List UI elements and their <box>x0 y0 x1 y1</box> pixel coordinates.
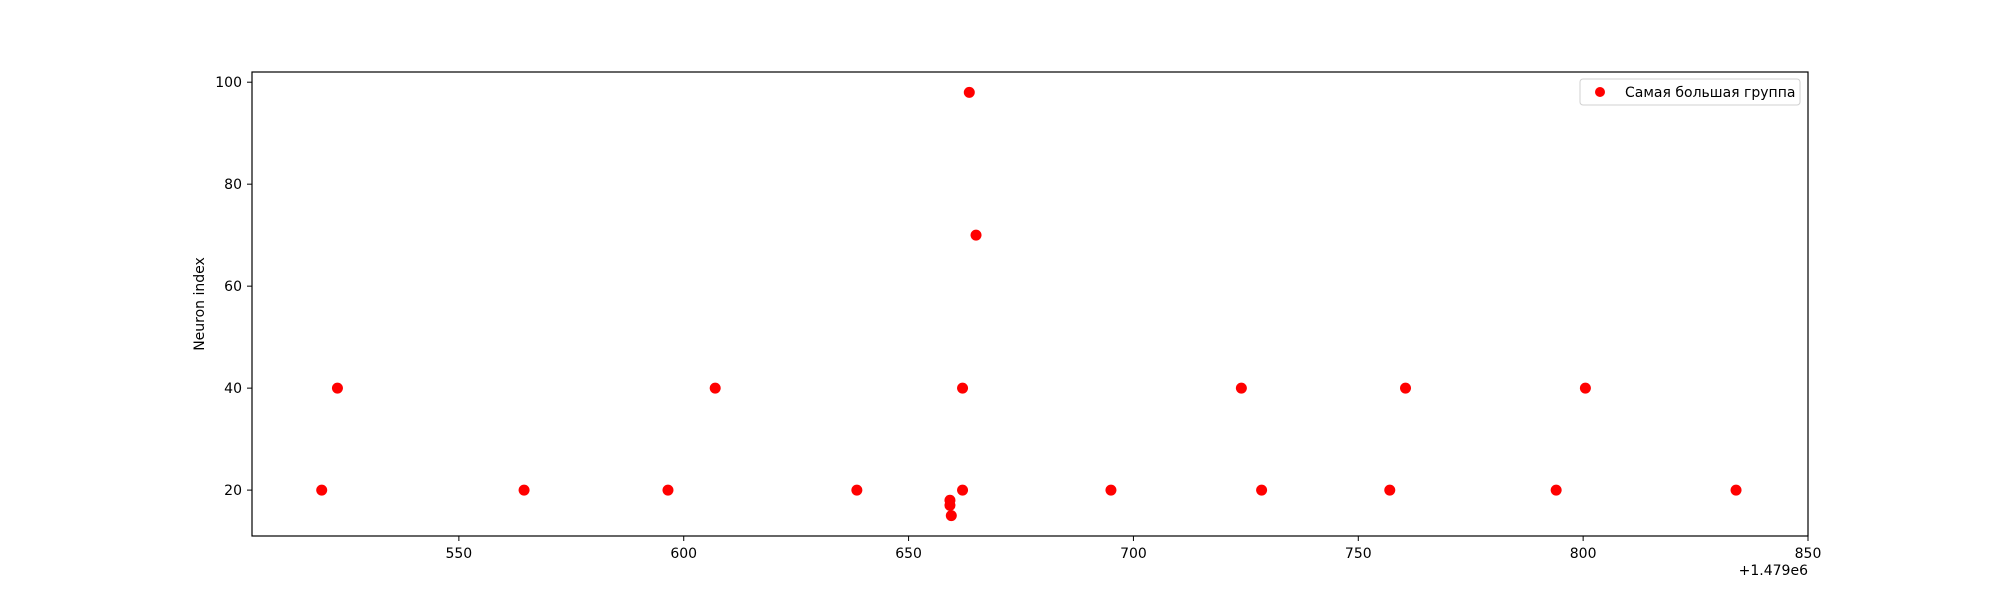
x-axis-offset-label: +1.479e6 <box>1739 563 1808 579</box>
scatter-point <box>1105 484 1117 496</box>
y-axis-label: Neuron index <box>192 257 208 351</box>
x-tick-label: 550 <box>445 546 472 562</box>
scatter-point <box>709 382 721 394</box>
plot-area-frame <box>251 71 1809 537</box>
x-tick-label: 600 <box>670 546 697 562</box>
scatter-point <box>963 86 975 98</box>
scatter-point <box>957 484 969 496</box>
scatter-point <box>662 484 674 496</box>
scatter-point <box>1579 382 1591 394</box>
scatter-point <box>945 510 957 522</box>
y-tick-label: 100 <box>215 75 242 91</box>
scatter-point <box>1384 484 1396 496</box>
scatter-point <box>331 382 343 394</box>
y-tick-label: 40 <box>224 381 242 397</box>
scatter-point <box>1400 382 1412 394</box>
scatter-point <box>1256 484 1268 496</box>
x-tick-label: 700 <box>1120 546 1147 562</box>
ticks-layer: 550 600 650 700 750 800 850 20 40 60 80 100 <box>215 75 1821 562</box>
scatter-point <box>944 499 956 511</box>
scatter-point <box>316 484 328 496</box>
y-tick-label: 20 <box>224 483 242 499</box>
scatter-point <box>851 484 863 496</box>
x-tick-label: 750 <box>1345 546 1372 562</box>
scatter-point <box>1730 484 1742 496</box>
x-tick-label: 850 <box>1795 546 1822 562</box>
x-tick-label: 650 <box>895 546 922 562</box>
y-axis-label-group: Neuron index <box>192 257 208 351</box>
y-tick-label: 80 <box>224 177 242 193</box>
scatter-point <box>518 484 530 496</box>
points-layer <box>316 86 1742 522</box>
scatter-point <box>970 229 982 241</box>
legend-box <box>1579 78 1801 106</box>
legend: Самая большая группа <box>1579 78 1801 106</box>
legend-label: Самая большая группа <box>1625 85 1795 101</box>
scatter-point <box>957 382 969 394</box>
x-tick-label: 800 <box>1570 546 1597 562</box>
legend-marker <box>1595 87 1605 97</box>
y-tick-label: 60 <box>224 279 242 295</box>
scatter-point <box>1550 484 1562 496</box>
scatter-point <box>1235 382 1247 394</box>
